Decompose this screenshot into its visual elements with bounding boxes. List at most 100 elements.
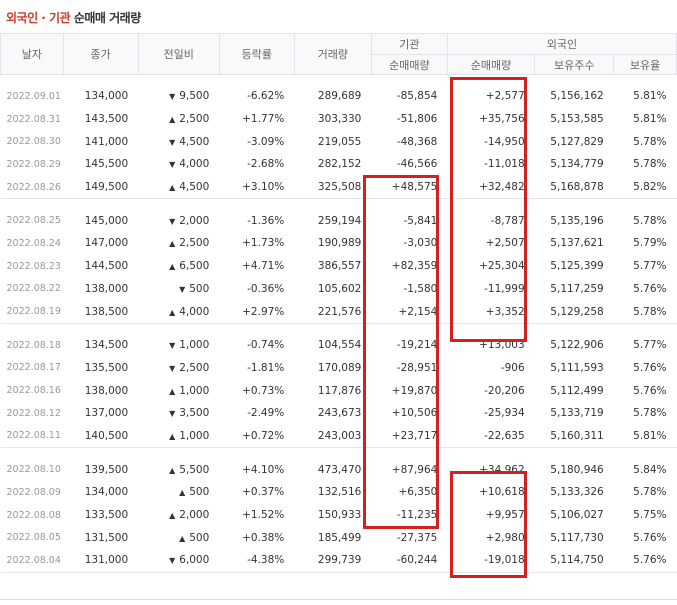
- cell-close: 131,500: [84, 531, 129, 544]
- table-row: 2022.08.19 138,500 ▲ 4,000 +2.97% 221,576 +2,1…: [1, 300, 677, 323]
- table-row: 2022.08.08 133,500 ▲ 2,000 +1.52% 150,933 -11,…: [1, 504, 677, 527]
- cell-inst-net: -60,244: [396, 554, 438, 567]
- cell-change-value: 1,000: [179, 339, 210, 352]
- cell-close: 135,500: [84, 361, 129, 374]
- up-triangle-icon: ▲: [169, 262, 176, 272]
- cell-foreign-shares: 5,180,946: [550, 463, 604, 476]
- cell-inst-net: +2,154: [398, 305, 438, 318]
- cell-change: ▼ 2,500: [138, 357, 219, 380]
- cell-rate: -1.81%: [247, 361, 285, 374]
- cell-foreign-shares: 5,135,196: [550, 214, 604, 227]
- up-triangle-icon: ▲: [169, 431, 176, 441]
- cell-rate: -1.36%: [247, 214, 285, 227]
- cell-change: ▲ 500: [138, 481, 219, 504]
- cell-foreign-net: -22,635: [484, 429, 525, 442]
- col-header-inst-net: 순매매량: [370, 54, 448, 75]
- group-divider: [0, 198, 677, 200]
- cell-date: 2022.08.17: [6, 362, 61, 374]
- cell-rate: -4.38%: [247, 554, 285, 567]
- cell-foreign-net: +32,482: [479, 181, 525, 194]
- cell-close: 133,500: [84, 509, 129, 522]
- cell-rate: +0.38%: [242, 531, 285, 544]
- cell-foreign-ratio: 5.81%: [633, 113, 667, 126]
- cell-date: 2022.08.30: [6, 136, 61, 148]
- cell-foreign-shares: 5,117,259: [550, 282, 604, 295]
- table-row: 2022.08.24 147,000 ▲ 2,500 +1.73% 190,989 -3,0…: [1, 232, 677, 255]
- cell-close: 144,500: [84, 260, 129, 273]
- cell-foreign-ratio: 5.78%: [633, 486, 667, 499]
- cell-foreign-shares: 5,160,311: [550, 429, 604, 442]
- cell-foreign-shares: 5,117,730: [550, 531, 604, 544]
- cell-inst-net: -28,951: [396, 361, 438, 374]
- table-row: 2022.08.23 144,500 ▲ 6,500 +4.71% 386,557 +82,…: [1, 255, 677, 278]
- col-header-foreign: 외국인: [446, 33, 677, 55]
- cell-date: 2022.08.11: [6, 430, 61, 442]
- cell-close: 143,500: [84, 113, 129, 126]
- cell-foreign-net: -11,018: [484, 158, 525, 171]
- cell-foreign-ratio: 5.78%: [633, 158, 667, 171]
- cell-rate: +0.72%: [242, 429, 285, 442]
- group-spacer: [1, 324, 677, 334]
- up-triangle-icon: ▲: [169, 183, 176, 193]
- cell-change: ▲ 5,500: [138, 458, 219, 481]
- cell-change: ▲ 2,500: [138, 232, 219, 255]
- cell-foreign-ratio: 5.76%: [633, 384, 667, 397]
- cell-close: 134,500: [84, 339, 129, 352]
- cell-foreign-net: +2,577: [485, 90, 525, 103]
- cell-date: 2022.08.05: [6, 532, 61, 544]
- cell-rate: -2.49%: [247, 407, 285, 420]
- cell-close: 139,500: [84, 463, 129, 476]
- cell-change: ▲ 500: [138, 526, 219, 549]
- down-triangle-icon: ▼: [169, 363, 176, 373]
- cell-rate: +0.37%: [242, 486, 285, 499]
- cell-close: 145,000: [84, 214, 129, 227]
- cell-date: 2022.08.24: [6, 237, 61, 249]
- cell-volume: 243,003: [317, 429, 362, 442]
- cell-foreign-ratio: 5.76%: [633, 531, 667, 544]
- cell-volume: 117,876: [317, 384, 362, 397]
- cell-inst-net: +82,359: [391, 260, 438, 273]
- cell-foreign-net: +9,957: [485, 509, 525, 522]
- cell-date: 2022.08.22: [6, 283, 61, 295]
- highlight-box-institution: [363, 175, 439, 529]
- cell-date: 2022.08.19: [6, 306, 61, 318]
- cell-foreign-ratio: 5.77%: [633, 339, 667, 352]
- cell-foreign-ratio: 5.76%: [633, 361, 667, 374]
- table-row: 2022.08.16 138,000 ▲ 1,000 +0.73% 117,876 +19,…: [1, 379, 677, 402]
- cell-foreign-ratio: 5.79%: [633, 237, 667, 250]
- table-row: 2022.08.26 149,500 ▲ 4,500 +3.10% 325,508 +48,…: [1, 176, 677, 199]
- down-triangle-icon: ▼: [169, 216, 176, 226]
- cell-change-value: 4,500: [179, 135, 210, 148]
- cell-close: 145,500: [84, 158, 129, 171]
- cell-change: ▼ 1,000: [138, 334, 219, 357]
- cell-close: 134,000: [84, 486, 129, 499]
- cell-date: 2022.08.09: [6, 486, 61, 498]
- cell-date: 2022.08.26: [6, 181, 61, 193]
- cell-rate: +1.73%: [242, 237, 285, 250]
- cell-close: 138,500: [84, 305, 129, 318]
- col-header-foreign-net: 순매매량: [446, 54, 536, 75]
- cell-foreign-shares: 5,133,326: [550, 486, 604, 499]
- table-row: 2022.08.25 145,000 ▼ 2,000 -1.36% 259,194 -5,8…: [1, 209, 677, 232]
- section-title-sub: 순매매 거래량: [73, 11, 141, 25]
- cell-inst-net: -5,841: [403, 214, 438, 227]
- cell-change: ▼ 4,500: [138, 130, 219, 153]
- cell-close: 149,500: [84, 181, 129, 194]
- down-triangle-icon: ▼: [169, 556, 176, 566]
- cell-change: ▲ 4,000: [138, 300, 219, 323]
- cell-change: ▲ 2,000: [138, 504, 219, 527]
- cell-inst-net: -85,854: [396, 90, 438, 103]
- cell-foreign-ratio: 5.81%: [633, 90, 667, 103]
- cell-change-value: 2,500: [179, 361, 210, 374]
- group-spacer: [1, 199, 677, 209]
- cell-foreign-ratio: 5.82%: [633, 181, 667, 194]
- cell-foreign-shares: 5,127,829: [550, 135, 604, 148]
- col-header-rate: 등락률: [218, 33, 295, 75]
- cell-foreign-net: +2,980: [485, 531, 525, 544]
- up-triangle-icon: ▲: [169, 465, 176, 475]
- cell-volume: 170,089: [317, 361, 362, 374]
- cell-foreign-ratio: 5.76%: [633, 282, 667, 295]
- cell-change: ▼ 2,000: [138, 209, 219, 232]
- cell-inst-net: +10,506: [391, 407, 438, 420]
- up-triangle-icon: ▲: [179, 533, 186, 543]
